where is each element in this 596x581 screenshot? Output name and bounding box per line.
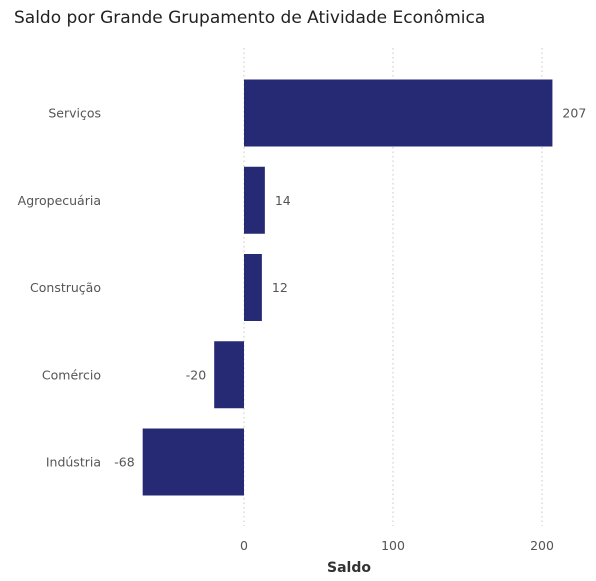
x-tick-label: 0 <box>240 538 248 553</box>
x-tick-label: 100 <box>381 538 405 553</box>
category-label: Indústria <box>46 455 101 470</box>
data-label: 12 <box>272 280 288 295</box>
category-label: Comércio <box>42 367 101 382</box>
data-label: -20 <box>186 367 206 382</box>
bar <box>244 79 553 147</box>
data-label: 207 <box>562 106 586 121</box>
bar <box>244 166 265 234</box>
bars <box>142 79 553 496</box>
category-label: Serviços <box>48 106 101 121</box>
x-axis-title: Saldo <box>327 560 371 576</box>
bar <box>244 254 262 321</box>
x-tick-label: 200 <box>530 538 554 553</box>
chart-title: Saldo por Grande Grupamento de Atividade… <box>14 8 486 28</box>
bar <box>142 428 244 496</box>
data-label: -68 <box>114 455 134 470</box>
bar <box>214 341 244 409</box>
labels: 0 100 200 Serviços 207 Agropecuária 14 Construç… <box>18 106 587 554</box>
data-label: 14 <box>275 193 291 208</box>
category-label: Agropecuária <box>18 193 101 208</box>
category-label: Construção <box>30 280 101 295</box>
